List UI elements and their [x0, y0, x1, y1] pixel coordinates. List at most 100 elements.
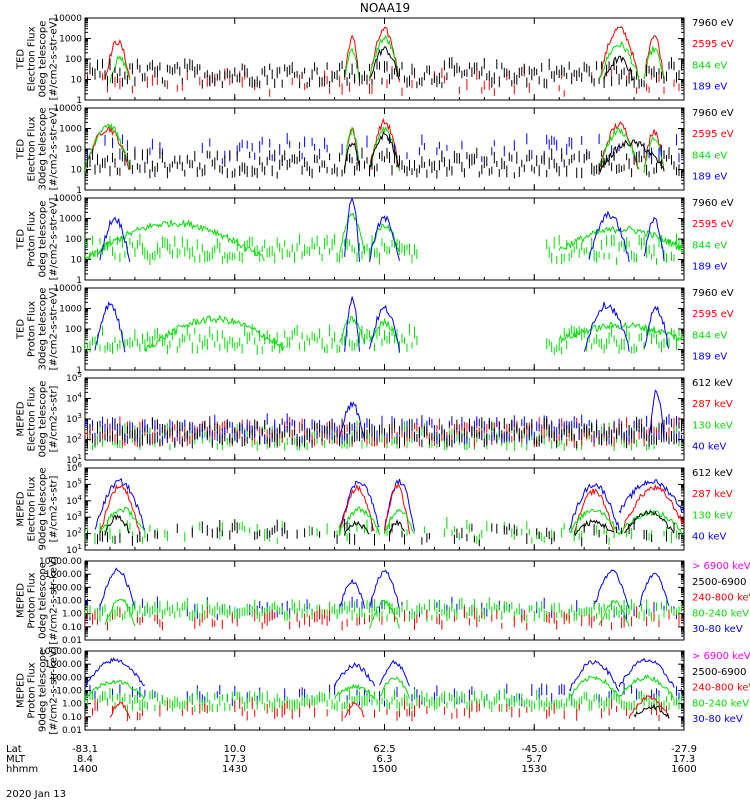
legend-entry: 189 eV [692, 351, 727, 362]
burst-trace [599, 40, 640, 82]
legend-entry: 844 eV [692, 330, 727, 341]
burst-trace [588, 210, 630, 262]
legend-entry: 7960 eV [692, 108, 734, 119]
series-green [85, 674, 682, 713]
series-blue [94, 296, 670, 353]
time-axis-value: -45.0 [521, 744, 547, 755]
y-tick-label: 100.00 [51, 673, 83, 683]
burst-trace [643, 46, 665, 79]
y-axis-label: MEPEDProton Flux0deg telescope[#/cm2-s-s… [16, 556, 60, 644]
y-tick-label: 10.00 [56, 597, 82, 607]
series-black [85, 130, 682, 179]
panel-2: 10000 1000 100 10 1 TEDElectron Flux30deg tel… [16, 104, 734, 196]
noise-trace [87, 133, 680, 165]
burst-trace [85, 679, 146, 700]
burst-trace [598, 127, 640, 170]
burst-trace [344, 520, 370, 536]
date-label: 2020 Jan 13 [6, 789, 66, 800]
burst-trace [389, 518, 405, 536]
legend-entry: 612 keV [692, 378, 733, 389]
burst-trace [618, 479, 684, 514]
y-tick-label: 100 [65, 145, 82, 155]
time-axis-value: -83.1 [72, 744, 98, 755]
legend-entry: > 6900 keV [692, 651, 750, 662]
y-tick-label: 1 [76, 96, 82, 106]
burst-trace [558, 225, 684, 253]
y-axis-label: MEPEDElectron Flux0deg telescope[#/cm2-s… [16, 381, 60, 458]
panel-frame [84, 107, 685, 191]
y-tick-label: 1.00 [62, 610, 82, 620]
y-axis-label: TEDElectron Flux30deg telescope[#/cm2-s-… [16, 107, 60, 190]
legend-entry: 287 keV [692, 489, 733, 500]
time-axis-value: 1400 [72, 764, 97, 775]
y-tick-label: 10000 [53, 194, 82, 204]
time-axis-value: 1500 [372, 764, 397, 775]
burst-trace [603, 55, 635, 81]
y-tick-label: 104 [66, 392, 82, 405]
time-axis-value: 6.3 [377, 754, 393, 765]
legend-entry: 80-240 keV [692, 698, 749, 709]
burst-trace [104, 598, 136, 627]
legend-entry: 189 eV [692, 171, 727, 182]
legend-entry: 30-80 keV [692, 624, 743, 635]
series-black [87, 509, 680, 547]
y-tick-label: 0.10 [62, 623, 82, 633]
burst-trace [99, 506, 146, 534]
burst-trace [628, 695, 670, 720]
burst-trace [344, 701, 365, 718]
panel-3: 10000 1000 100 10 1 TEDProton Flux0deg telesc… [16, 194, 734, 286]
panel-7: 10000.00 1000.00 100.00 10.00 1.00 0.10 0.01ME… [16, 556, 750, 646]
noise-trace [85, 323, 682, 355]
burst-trace [334, 683, 375, 700]
burst-trace [344, 34, 360, 80]
chart-title: NOAA19 [360, 1, 410, 15]
y-axis-label: TEDProton Flux30deg telescope[#/cm2-s-st… [16, 287, 60, 370]
burst-trace [599, 25, 640, 78]
y-tick-label: 1 [76, 186, 82, 196]
burst-trace [648, 389, 665, 443]
time-axis-value: 1530 [522, 764, 547, 775]
legend-entry: 287 keV [692, 399, 733, 410]
y-tick-label: 102 [66, 433, 82, 446]
y-tick-label: 10000 [53, 284, 82, 294]
burst-trace [384, 508, 415, 535]
series-black [85, 46, 682, 89]
noise-trace [85, 517, 677, 545]
y-axis-label: MEPEDProton Flux90deg telescope[#/cm2-s-… [16, 646, 60, 734]
panel-frame [84, 467, 685, 551]
time-axis-value: 1430 [222, 764, 247, 775]
legend-entry: 2595 eV [692, 309, 734, 320]
burst-trace [583, 301, 630, 352]
burst-trace [598, 599, 630, 627]
time-axis-row-label: hhmm [6, 764, 38, 775]
time-axis-value: 8.4 [77, 754, 93, 765]
legend-entry: 7960 eV [692, 198, 734, 209]
burst-trace [623, 483, 684, 529]
y-tick-label: 1000 [59, 125, 82, 135]
legend-entry: 40 keV [692, 441, 726, 452]
y-axis-label: TEDProton Flux0deg telescope[#/cm2-s-str… [16, 198, 60, 281]
burst-trace [643, 216, 665, 261]
y-tick-label: 105 [66, 477, 82, 490]
noise-trace [85, 416, 682, 449]
burst-trace [568, 508, 620, 535]
burst-trace [638, 572, 670, 608]
burst-trace [369, 34, 400, 80]
burst-trace [618, 674, 675, 699]
time-axis-value: 1600 [671, 764, 696, 775]
y-tick-label: 102 [66, 527, 82, 540]
burst-trace [379, 659, 410, 687]
legend-entry: 2595 eV [692, 219, 734, 230]
y-tick-label: 0.01 [62, 726, 82, 736]
legend-entry: 80-240 keV [692, 608, 749, 619]
burst-trace [344, 126, 360, 172]
y-tick-label: 1000 [59, 215, 82, 225]
burst-trace [643, 305, 670, 349]
series-blue [99, 198, 665, 263]
legend-entry: 130 keV [692, 510, 733, 521]
noise-trace [85, 57, 682, 89]
y-axis-label: MEPEDElectron Flux90deg telescope[#/cm2-… [16, 467, 60, 550]
y-tick-label: 10.00 [56, 687, 82, 697]
